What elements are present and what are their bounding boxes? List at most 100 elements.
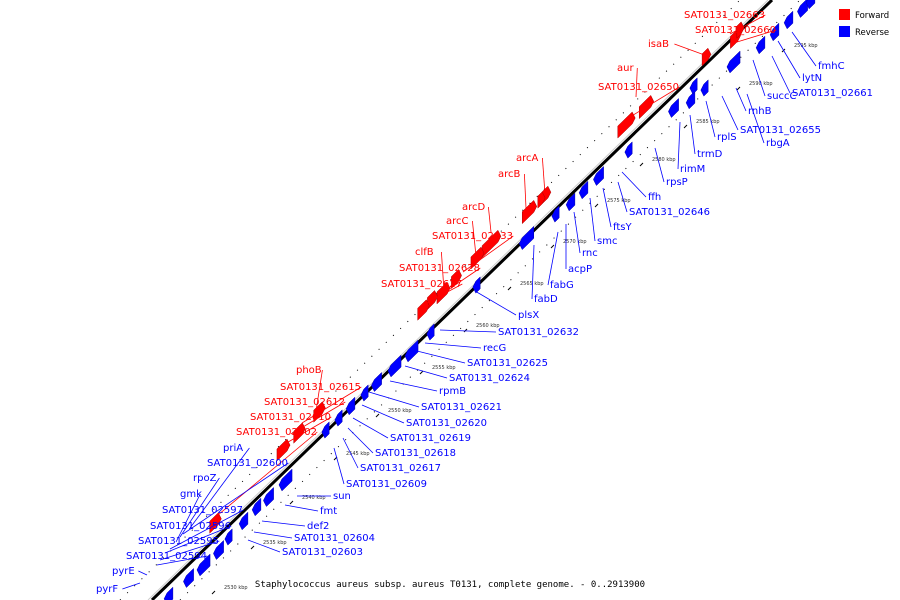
forward-gene-label-phob: phoB — [296, 365, 322, 376]
reverse-gene-block-19 — [360, 384, 369, 402]
forward-gene-label-sat0131-02650: SAT0131_02650 — [598, 82, 679, 93]
reverse-gene-label-sat0131-02624: SAT0131_02624 — [449, 373, 530, 384]
kbp-tick-mark-8 — [550, 244, 555, 249]
forward-gene-label-sat0131-02628: SAT0131_02628 — [399, 263, 480, 274]
forward-gene-leader-sat0131-02615 — [301, 386, 362, 424]
forward-gene-leader-clfb — [441, 251, 445, 292]
forward-gene-block-15 — [209, 512, 222, 534]
reverse-gene-block-12 — [551, 205, 560, 223]
reverse-gene-leader-rimm — [677, 121, 681, 170]
kbp-tick-mark-10 — [639, 162, 644, 167]
forward-gene-leader-sat0131-02612 — [290, 401, 346, 435]
reverse-gene-label-sat0131-02618: SAT0131_02618 — [375, 448, 456, 459]
forward-gene-label-arcb: arcB — [498, 169, 521, 180]
reverse-gene-label-sat0131-02594: SAT0131_02594 — [126, 551, 207, 562]
forward-gene-label-clfb: clfB — [415, 247, 434, 258]
reverse-gene-leader-sat0131-02609 — [333, 447, 345, 485]
reverse-gene-block-29 — [196, 553, 211, 577]
forward-gene-label-isab: isaB — [648, 39, 669, 50]
reverse-gene-leader-sat0131-02624 — [404, 365, 448, 379]
reverse-gene-leader-rbga — [746, 93, 765, 144]
reverse-gene-label-ftsy: ftsY — [613, 222, 632, 233]
reverse-gene-leader-rpsp — [654, 147, 665, 183]
reverse-gene-label-def2: def2 — [307, 521, 329, 532]
reverse-gene-leader-sat0131-02618 — [347, 427, 374, 454]
reverse-gene-leader-sat0131-02604 — [253, 531, 293, 539]
reverse-gene-block-3 — [755, 35, 766, 55]
reverse-gene-leader-sat0131-02621 — [368, 391, 420, 408]
kbp-tick-mark-11 — [683, 124, 688, 129]
reverse-gene-leader-sat0131-02597 — [169, 509, 244, 550]
reverse-gene-block-17 — [387, 354, 402, 378]
reverse-gene-leader-sat0131-02646 — [617, 181, 628, 213]
reverse-gene-label-pyrf: pyrF — [96, 584, 118, 595]
reverse-gene-leader-recg — [424, 342, 482, 349]
kbp-tick-mark-1 — [250, 545, 255, 550]
reverse-gene-label-sat0131-02625: SAT0131_02625 — [467, 358, 548, 369]
reverse-gene-leader-fmt — [284, 504, 319, 512]
reverse-gene-block-9 — [593, 165, 604, 186]
reverse-left-gene-labels: priA SAT0131_02600 rpoZ gmk SAT0131_02597 SAT… — [96, 443, 289, 595]
reverse-gene-label-acpp: acpP — [568, 264, 592, 275]
reverse-gene-leader-plsx — [474, 290, 517, 316]
reverse-gene-leader-def2 — [261, 520, 306, 527]
reverse-gene-block-31 — [163, 586, 174, 600]
forward-gene-block-5 — [521, 199, 538, 225]
reverse-gene-label-rpmb: rpmB — [439, 386, 466, 397]
forward-gene-leader-sat0131-02602 — [211, 431, 318, 521]
kbp-tick-mark-12 — [736, 86, 741, 91]
reverse-gene-label-succc: succC — [767, 91, 797, 102]
reverse-gene-block-0 — [797, 0, 808, 18]
reverse-gene-leader-sat0131-02620 — [361, 404, 405, 424]
reverse-gene-label-sat0131-02661: SAT0131_02661 — [792, 88, 873, 99]
reverse-gene-block-26 — [238, 511, 249, 531]
kbp-tick-mark-4 — [375, 413, 380, 418]
reverse-gene-leader-sat0131-02625 — [416, 350, 466, 364]
forward-gene-label-sat0131-02633: SAT0131_02633 — [432, 231, 513, 242]
reverse-gene-block-15 — [426, 323, 435, 341]
reverse-gene-leader-sat0131-02661 — [771, 55, 791, 94]
reverse-gene-leader-sat0131-02594 — [156, 555, 208, 566]
legend-forward-label: Forward — [855, 11, 889, 21]
reverse-gene-label-rimm: rimM — [680, 164, 705, 175]
forward-gene-leader-phob — [315, 369, 323, 412]
reverse-gene-label-smc: smc — [597, 236, 617, 247]
reverse-gene-block-4 — [726, 50, 741, 74]
forward-gene-label-sat0131-02663: SAT0131_02663 — [684, 10, 765, 21]
reverse-gene-leader-smc — [589, 197, 596, 242]
reverse-gene-label-fmt: fmt — [320, 506, 337, 517]
reverse-gene-label-rnc: rnc — [582, 248, 598, 259]
kbp-tick-label-4: 2550 kbp — [388, 408, 412, 414]
reverse-gene-leader-rpmb — [389, 380, 438, 392]
reverse-gene-block-7 — [668, 97, 679, 118]
reverse-gene-label-sat0131-02621: SAT0131_02621 — [421, 402, 502, 413]
reverse-gene-block-24 — [263, 486, 274, 507]
reverse-gene-leader-rnc — [573, 211, 581, 254]
reverse-gene-block-27 — [224, 528, 233, 546]
forward-gene-leader-arcb — [524, 173, 527, 209]
reverse-gene-block-30 — [183, 567, 194, 588]
reverse-gene-leader-pyrf — [122, 582, 141, 590]
reverse-gene-leader-lytn — [777, 40, 801, 79]
forward-gene-label-sat0131-02612: SAT0131_02612 — [264, 397, 345, 408]
reverse-gene-leader-fabg — [547, 231, 559, 286]
forward-gene-label-sat0131-02660: SAT0131_02660 — [695, 25, 776, 36]
reverse-gene-label-rnhb: rnhB — [748, 106, 772, 117]
reverse-gene-leader-ffh — [621, 171, 647, 198]
forward-gene-leader-sat0131-02633 — [462, 235, 514, 273]
forward-gene-block-1 — [701, 47, 712, 67]
reverse-gene-label-sat0131-02597: SAT0131_02597 — [162, 505, 243, 516]
forward-gene-leader-sat0131-02650 — [624, 86, 680, 121]
kbp-ticks: 2530 kbp 2535 kbp 2540 kbp 2545 kbp 2550 kbp… — [211, 43, 818, 595]
reverse-gene-leader-rnhb — [735, 87, 747, 112]
reverse-gene-label-sat0131-02619: SAT0131_02619 — [390, 433, 471, 444]
reverse-gene-block-2 — [769, 22, 780, 42]
reverse-gene-block-6 — [685, 90, 696, 110]
reverse-gene-leader-sat0131-02619 — [352, 417, 389, 439]
reverse-gene-label-sat0131-02604: SAT0131_02604 — [294, 533, 375, 544]
reverse-gene-leader-sat0131-02596 — [164, 525, 232, 554]
reverse-gene-block-1 — [783, 10, 794, 30]
forward-gene-block-8 — [451, 269, 462, 290]
forward-gene-leader-sat0131-02663 — [729, 14, 766, 35]
